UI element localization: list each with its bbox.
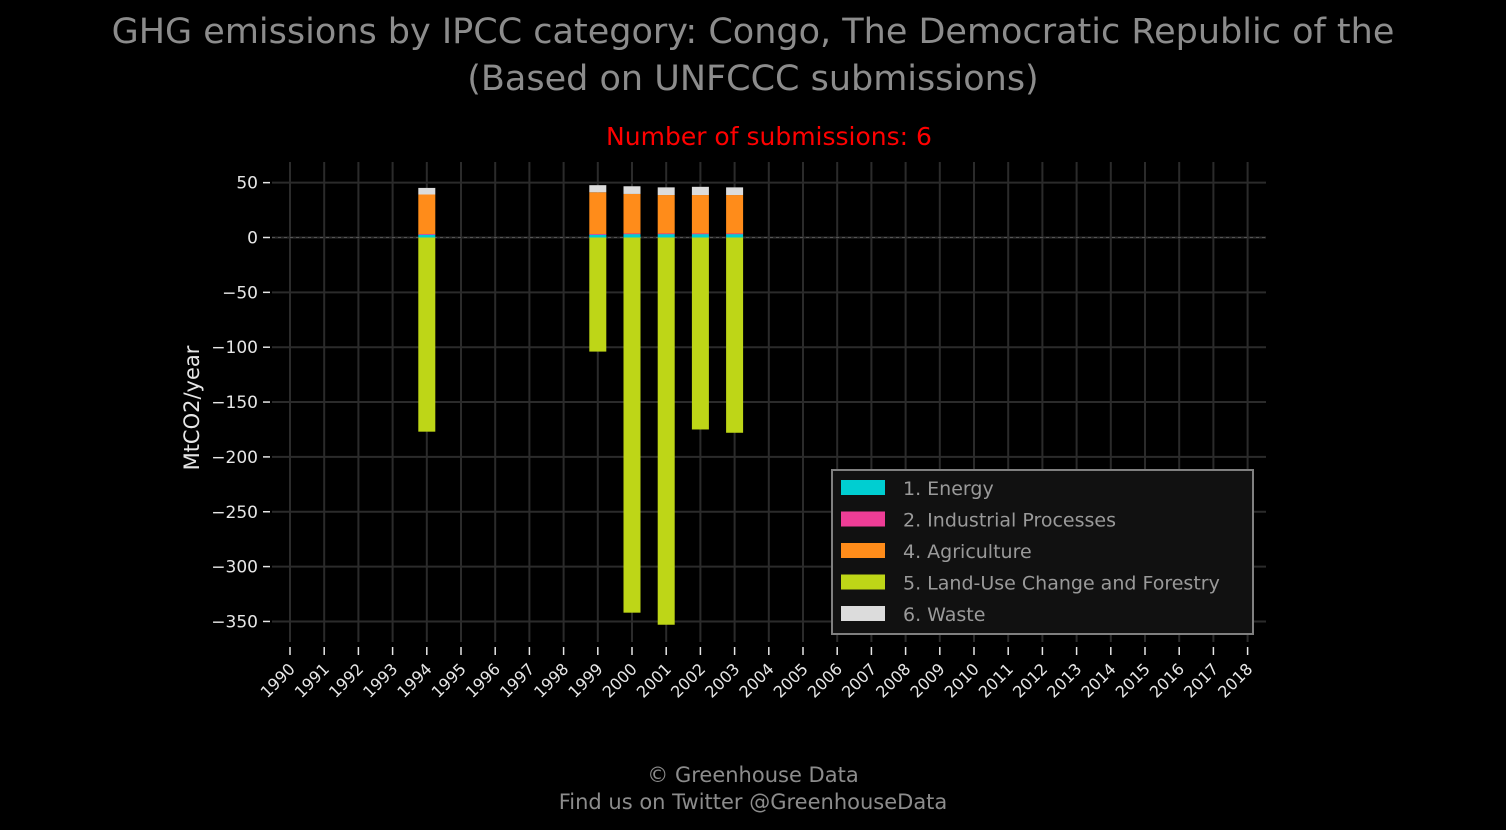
x-tick-label-1993: 1993 [359, 659, 401, 701]
y-tick-label--50: −50 [222, 283, 258, 303]
bar-2003-5-land-use-change-and-forestry [726, 237, 744, 433]
x-tick-label-2000: 2000 [599, 659, 641, 701]
legend-label-3: 4. Agriculture [903, 541, 1032, 563]
legend-swatch-2 [841, 511, 885, 527]
x-tick-label-2003: 2003 [701, 659, 743, 701]
bar-2000-6-waste [623, 186, 641, 194]
x-tick-label-2002: 2002 [667, 659, 709, 701]
x-tick-label-2007: 2007 [838, 659, 880, 701]
bars [418, 185, 744, 625]
chart-title-line-2: (Based on UNFCCC submissions) [467, 59, 1039, 99]
y-tick-label--150: −150 [211, 393, 258, 413]
bar-2000-1-energy [623, 233, 641, 238]
y-axis-label: MtCO2/year [180, 345, 204, 470]
x-tick-label-1992: 1992 [325, 659, 367, 701]
bar-2001-4-agriculture [657, 195, 675, 234]
x-tick-label-2014: 2014 [1077, 659, 1119, 701]
legend-swatch-5 [841, 606, 885, 621]
x-tick-label-2013: 2013 [1043, 659, 1085, 701]
bar-2002-4-agriculture [691, 195, 709, 234]
bar-1999-4-agriculture [589, 192, 607, 234]
chart-title: GHG emissions by IPCC category: Congo, T… [111, 12, 1395, 52]
x-tick-label-2016: 2016 [1146, 659, 1188, 701]
bar-1999-6-waste [589, 185, 607, 193]
bar-2002-1-energy [691, 233, 709, 238]
x-tick-label-2012: 2012 [1009, 659, 1051, 701]
legend-swatch-4 [841, 574, 885, 590]
legend-box [831, 469, 1254, 635]
legend: 1. Energy 2. Industrial Processes 4. Agric… [831, 469, 1254, 635]
bar-2002-2-industrial-processes [691, 233, 709, 235]
x-tick-label-2004: 2004 [735, 659, 777, 701]
legend-label-1: 1. Energy [903, 478, 994, 500]
legend-swatch-1 [841, 480, 885, 495]
bar-1999-1-energy [589, 234, 607, 238]
x-tick-label-1995: 1995 [428, 659, 470, 701]
legend-swatch-3 [841, 543, 885, 558]
y-tick-label--350: −350 [211, 612, 258, 632]
legend-label-5: 6. Waste [903, 604, 985, 626]
bar-2003-6-waste [726, 187, 744, 196]
legend-label-2: 2. Industrial Processes [903, 510, 1116, 532]
y-tick-label--200: −200 [211, 448, 258, 468]
x-tick-label-2015: 2015 [1112, 659, 1154, 701]
x-tick-label-1994: 1994 [393, 659, 435, 701]
y-tick-label--300: −300 [211, 558, 258, 578]
bar-2002-6-waste [691, 186, 709, 196]
x-tick-label-2018: 2018 [1214, 659, 1256, 701]
x-tick-label-2008: 2008 [872, 659, 914, 701]
x-tick-label-2009: 2009 [906, 659, 948, 701]
bar-2001-2-industrial-processes [657, 233, 675, 235]
bar-2001-1-energy [657, 233, 675, 238]
x-tick-label-1991: 1991 [291, 659, 333, 701]
x-tick-label-1998: 1998 [530, 659, 572, 701]
bar-1994-5-land-use-change-and-forestry [418, 237, 436, 432]
legend-label-4: 5. Land-Use Change and Forestry [903, 573, 1220, 595]
twitter-credit: Find us on Twitter @GreenhouseData [558, 790, 948, 814]
x-tick-label-2011: 2011 [975, 659, 1017, 701]
x-tick-label-2001: 2001 [633, 659, 675, 701]
bar-2003-1-energy [726, 233, 744, 238]
bar-2003-4-agriculture [726, 195, 744, 234]
x-tick-label-2005: 2005 [770, 659, 812, 701]
submissions-count: Number of submissions: 6 [606, 122, 932, 151]
y-tick-label-50: 50 [236, 174, 258, 194]
bar-2002-5-land-use-change-and-forestry [691, 237, 709, 430]
y-tick-label-0: 0 [247, 229, 258, 249]
bar-2000-5-land-use-change-and-forestry [623, 237, 641, 613]
bar-1994-1-energy [418, 234, 436, 238]
bar-2001-6-waste [657, 187, 675, 196]
x-tick-label-2006: 2006 [804, 659, 846, 701]
x-tick-label-2010: 2010 [941, 659, 983, 701]
bar-2003-2-industrial-processes [726, 233, 744, 235]
bar-1999-2-industrial-processes [589, 233, 607, 235]
copyright-text: © Greenhouse Data [647, 763, 859, 787]
bar-1994-2-industrial-processes [418, 233, 436, 235]
x-tick-label-1997: 1997 [496, 659, 538, 701]
bar-2001-5-land-use-change-and-forestry [657, 237, 675, 625]
bar-1999-5-land-use-change-and-forestry [589, 237, 607, 352]
x-tick-label-1996: 1996 [462, 659, 504, 701]
bar-1994-6-waste [418, 187, 436, 195]
y-tick-label--100: −100 [211, 338, 258, 358]
x-tick-label-1990: 1990 [257, 659, 299, 701]
bar-1994-4-agriculture [418, 194, 436, 234]
x-tick-label-1999: 1999 [564, 659, 606, 701]
bar-2000-4-agriculture [623, 193, 641, 234]
bar-2000-2-industrial-processes [623, 233, 641, 235]
y-tick-label--250: −250 [211, 503, 258, 523]
x-tick-label-2017: 2017 [1180, 659, 1222, 701]
